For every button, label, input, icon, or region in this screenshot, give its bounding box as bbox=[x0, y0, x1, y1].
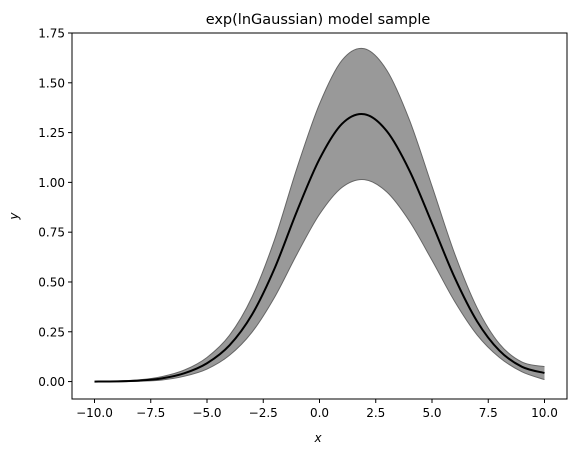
y-axis-label: y bbox=[7, 212, 21, 221]
x-tick-label: 10.0 bbox=[531, 406, 558, 420]
x-tick-label: −2.5 bbox=[249, 406, 278, 420]
x-tick-label: 5.0 bbox=[422, 406, 441, 420]
y-tick-label: 0.25 bbox=[38, 325, 65, 339]
x-tick-label: −7.5 bbox=[136, 406, 165, 420]
y-tick-label: 1.00 bbox=[38, 176, 65, 190]
x-axis-label: x bbox=[313, 431, 322, 445]
x-tick-label: 7.5 bbox=[479, 406, 498, 420]
y-tick-label: 1.50 bbox=[38, 76, 65, 90]
band-upper-edge bbox=[94, 47, 545, 382]
y-tick-label: 0.75 bbox=[38, 226, 65, 240]
band-lower-edge bbox=[94, 178, 545, 383]
x-tick-label: 0.0 bbox=[310, 406, 329, 420]
x-tick-label: 2.5 bbox=[366, 406, 385, 420]
mean-line bbox=[94, 113, 545, 383]
x-tick-label: −10.0 bbox=[76, 406, 113, 420]
y-tick-label: 0.50 bbox=[38, 275, 65, 289]
y-tick-label: 1.25 bbox=[38, 126, 65, 140]
x-tick-label: −5.0 bbox=[192, 406, 221, 420]
chart-title: exp(lnGaussian) model sample bbox=[206, 12, 431, 28]
uncertainty-band bbox=[94, 48, 545, 382]
y-tick-label: 0.00 bbox=[38, 375, 65, 389]
plot-area bbox=[94, 47, 545, 383]
y-tick-label: 1.75 bbox=[38, 27, 65, 41]
axes: −10.0 −7.5 −5.0 −2.5 0.0 2.5 5.0 7.5 10.0 0.00 0.2… bbox=[38, 27, 568, 420]
